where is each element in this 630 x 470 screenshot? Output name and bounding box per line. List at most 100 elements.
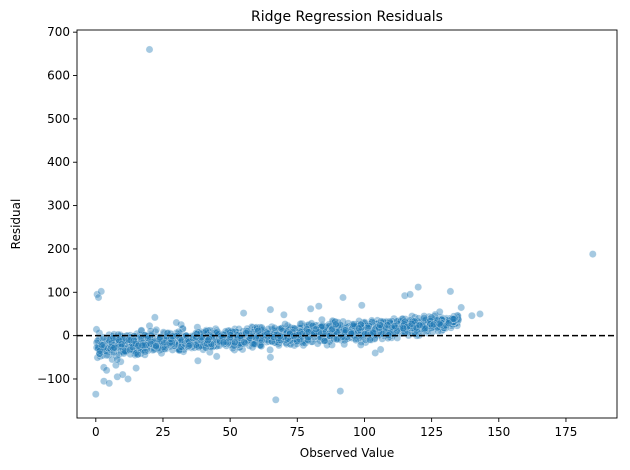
data-point xyxy=(318,315,326,324)
x-axis-title: Observed Value xyxy=(300,446,395,460)
data-point xyxy=(129,336,138,345)
data-point xyxy=(318,322,327,331)
data-point xyxy=(120,349,128,358)
y-axis: −100 0 100 200 300 400 500 600 700 xyxy=(37,25,77,386)
data-point xyxy=(98,341,106,350)
y-tick-label: 100 xyxy=(47,285,70,299)
data-point xyxy=(93,353,102,362)
data-points xyxy=(92,45,597,404)
data-point xyxy=(264,325,273,333)
data-point xyxy=(205,335,213,343)
data-point xyxy=(113,355,122,364)
data-point xyxy=(304,336,313,345)
data-point xyxy=(286,340,295,349)
data-point xyxy=(201,343,210,352)
data-point xyxy=(257,342,266,350)
x-tick-label: 100 xyxy=(353,425,376,439)
data-point xyxy=(133,350,142,359)
data-point xyxy=(403,323,411,331)
y-tick-label: −100 xyxy=(37,372,70,386)
data-point xyxy=(270,324,279,332)
data-point xyxy=(97,287,105,296)
data-point xyxy=(336,387,345,395)
data-point xyxy=(142,341,150,349)
x-tick-label: 0 xyxy=(92,425,100,439)
data-point xyxy=(365,321,373,330)
data-point xyxy=(124,375,132,383)
data-point xyxy=(409,317,417,326)
data-point xyxy=(376,321,384,329)
data-point xyxy=(243,327,252,335)
data-point xyxy=(178,324,187,333)
data-point xyxy=(340,336,349,345)
data-point xyxy=(258,336,266,345)
data-point xyxy=(152,325,161,334)
data-point xyxy=(363,323,372,332)
data-point xyxy=(339,293,347,302)
data-point xyxy=(281,320,289,328)
x-tick-label: 150 xyxy=(487,425,510,439)
data-point xyxy=(149,345,158,354)
data-point xyxy=(349,321,357,330)
x-tick-label: 125 xyxy=(420,425,443,439)
data-point xyxy=(294,330,303,339)
data-point xyxy=(141,347,149,356)
data-point xyxy=(446,287,455,296)
data-point xyxy=(194,356,202,365)
x-tick-label: 175 xyxy=(555,425,578,439)
data-point xyxy=(254,326,263,335)
data-point xyxy=(375,324,384,332)
data-point xyxy=(239,309,248,317)
data-point xyxy=(268,337,276,346)
data-point xyxy=(141,350,149,359)
data-point xyxy=(203,336,212,345)
plot-frame xyxy=(76,29,618,419)
data-point xyxy=(308,322,317,330)
data-point xyxy=(427,313,436,322)
data-point xyxy=(371,349,380,357)
data-point xyxy=(357,323,366,332)
data-point xyxy=(183,337,191,346)
x-axis: 0 25 50 75 100 125 150 175 xyxy=(92,418,577,439)
data-point xyxy=(331,317,339,326)
data-point xyxy=(414,283,423,291)
data-point xyxy=(327,326,336,334)
data-point xyxy=(415,321,424,330)
data-point xyxy=(263,332,272,341)
data-point xyxy=(476,310,484,318)
data-point xyxy=(93,290,101,299)
data-point xyxy=(168,346,177,354)
data-point xyxy=(449,315,458,323)
y-tick-label: 700 xyxy=(47,25,70,39)
data-point xyxy=(449,315,458,324)
data-point xyxy=(92,390,100,399)
data-point xyxy=(126,346,134,354)
data-point xyxy=(320,337,329,345)
data-point xyxy=(301,339,310,348)
data-point xyxy=(193,330,201,338)
y-tick-label: 300 xyxy=(47,199,70,213)
data-point xyxy=(102,351,111,360)
data-point xyxy=(271,395,280,404)
data-point xyxy=(406,322,415,331)
data-point xyxy=(132,364,140,372)
data-point xyxy=(420,314,428,322)
data-point xyxy=(468,311,476,320)
data-point xyxy=(95,349,104,358)
data-point xyxy=(152,342,160,351)
data-point xyxy=(356,341,365,349)
data-point xyxy=(341,326,350,335)
data-point xyxy=(110,343,119,352)
data-point xyxy=(331,320,340,329)
data-point xyxy=(313,339,322,348)
y-tick-label: 500 xyxy=(47,112,70,126)
data-point xyxy=(356,320,365,329)
data-point xyxy=(357,323,365,332)
y-tick-label: 200 xyxy=(47,242,70,256)
data-point xyxy=(219,338,228,347)
data-point xyxy=(368,318,376,326)
y-tick-label: 400 xyxy=(47,155,70,169)
data-point xyxy=(354,324,363,333)
data-point xyxy=(283,321,292,330)
